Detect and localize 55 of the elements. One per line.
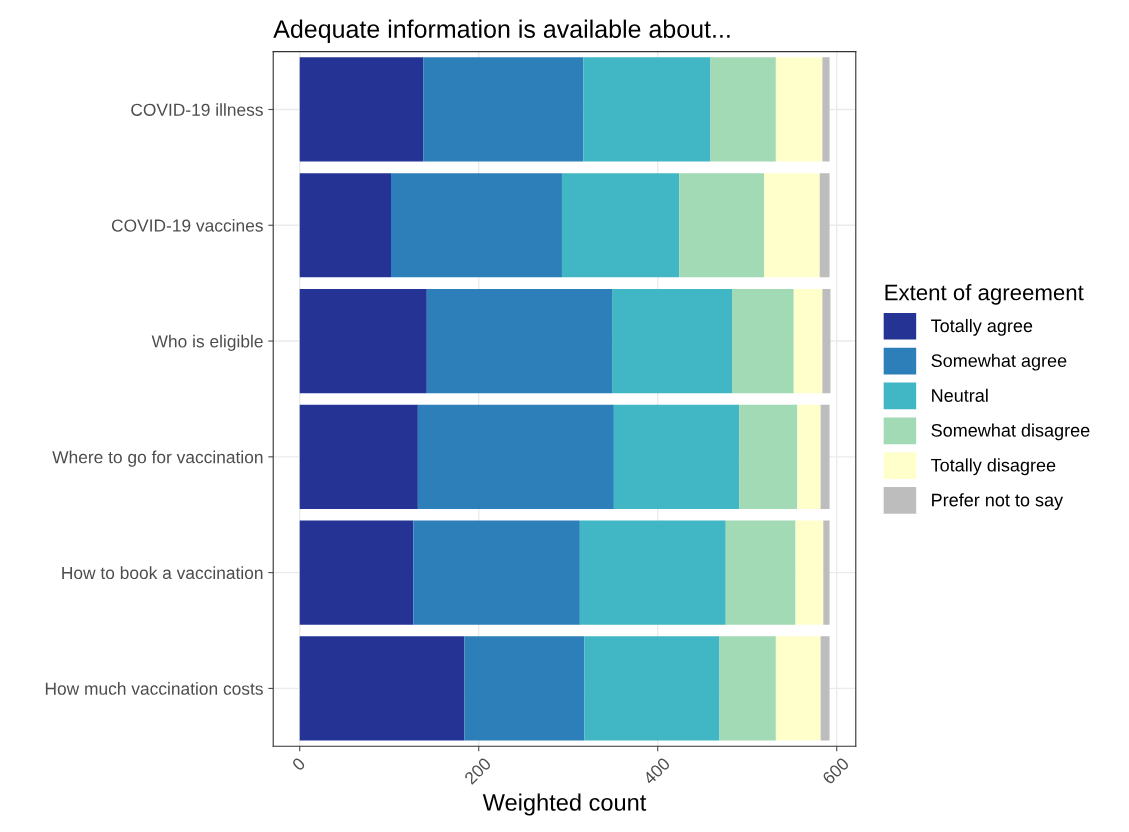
bar	[413, 520, 580, 625]
bar	[299, 288, 427, 394]
bar	[822, 288, 831, 394]
bar	[739, 404, 798, 509]
bar	[584, 636, 720, 741]
x-axis-title: Weighted count	[482, 793, 647, 816]
x-tick-label: 0	[291, 756, 306, 772]
bar	[820, 636, 830, 741]
x-tick-label: 200	[463, 756, 492, 785]
bar	[775, 636, 821, 741]
legend-label: Totally agree	[931, 318, 1033, 336]
bar	[710, 57, 776, 162]
bar	[795, 520, 824, 625]
legend-label: Neutral	[932, 388, 988, 402]
legend-label: Totally disagree	[931, 458, 1056, 476]
bar	[583, 57, 711, 162]
bar	[579, 520, 726, 625]
bar	[464, 636, 585, 741]
bar	[299, 520, 414, 625]
bar	[764, 173, 820, 278]
bar	[679, 173, 765, 278]
bar	[793, 288, 823, 394]
bar	[820, 404, 830, 509]
bar	[823, 520, 830, 625]
bar	[426, 288, 613, 394]
bar	[725, 520, 796, 625]
bar	[719, 636, 776, 741]
y-tick-label: How to book a vaccination	[62, 566, 263, 580]
x-tick-label: 600	[821, 756, 850, 785]
x-tick-label: 400	[642, 756, 671, 786]
y-tick-label: COVID-19 vaccines	[111, 218, 263, 232]
legend-label: Prefer not to say	[932, 493, 1064, 511]
bar	[299, 57, 424, 162]
bar	[819, 173, 830, 278]
bar	[613, 404, 740, 509]
bar	[822, 57, 830, 162]
bar	[299, 173, 391, 278]
legend-label: Somewhat agree	[931, 353, 1067, 371]
legend-label: Somewhat disagree	[931, 423, 1090, 441]
y-tick-label: Where to go for vaccination	[52, 450, 263, 467]
bar	[299, 404, 418, 509]
bar	[612, 288, 732, 394]
bar	[417, 404, 614, 509]
bar	[797, 404, 821, 509]
y-tick-label: Who is eligible	[151, 334, 263, 351]
bar	[299, 636, 465, 741]
y-tick-label: COVID-19 illness	[131, 103, 263, 116]
bar	[561, 173, 680, 278]
bar	[423, 57, 584, 162]
bar	[775, 57, 823, 162]
legend-title: Extent of agreement	[885, 284, 1084, 305]
bar	[732, 288, 794, 394]
y-tick-label: How much vaccination costs	[45, 682, 263, 695]
bar	[391, 173, 562, 278]
chart-title: Adequate information is available about...	[273, 19, 730, 43]
